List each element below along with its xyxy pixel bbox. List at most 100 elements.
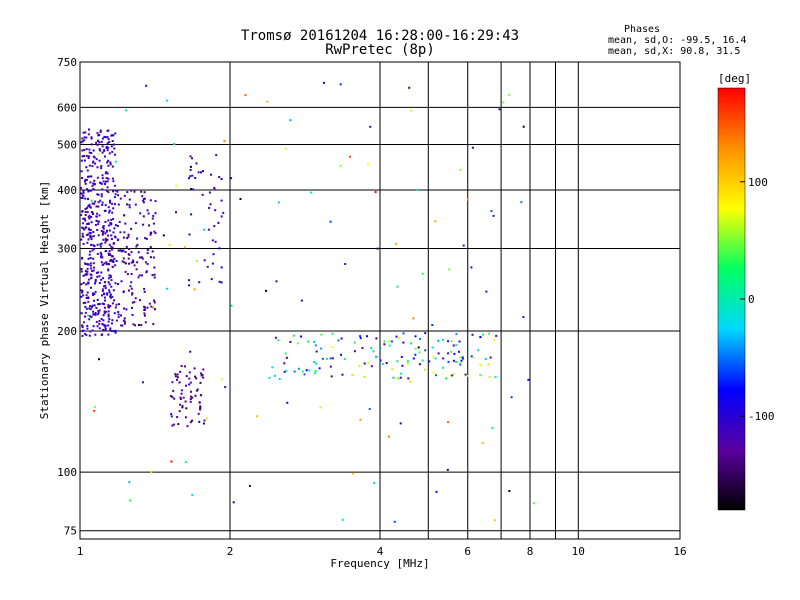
data-point [104,241,107,244]
data-point [90,143,93,146]
data-point [118,221,121,223]
data-point [448,268,451,271]
data-point [141,381,144,384]
data-point [353,341,356,344]
data-point [107,138,110,141]
data-point [129,285,132,288]
data-point [93,304,96,307]
data-point [91,306,93,309]
data-point [198,281,201,284]
data-point [112,207,115,210]
data-point [115,303,118,306]
data-point [88,164,91,167]
data-point [379,359,382,362]
data-point [103,296,106,299]
data-point [101,290,104,293]
data-point [424,332,427,335]
data-point [153,230,156,233]
data-point [99,243,102,246]
data-point [115,260,118,262]
data-point [321,357,324,360]
data-point [82,301,85,304]
data-point [81,196,84,199]
data-point [488,375,491,378]
data-point [80,268,83,270]
data-point [96,229,99,231]
data-point [148,224,151,227]
data-point [112,261,115,263]
data-point [300,335,302,338]
data-point [180,392,183,395]
data-point [222,211,225,214]
data-point [176,376,179,379]
data-point [392,376,395,379]
data-point [171,424,174,427]
data-point [84,180,86,183]
data-point [104,136,107,139]
data-point [85,272,88,275]
data-point [86,270,89,273]
data-point [88,278,91,281]
data-point [98,303,101,305]
data-point [109,161,112,164]
data-point [96,298,99,301]
data-point [84,159,86,162]
data-point [112,259,114,262]
data-point [283,370,286,373]
data-point [150,470,153,473]
data-point [87,314,90,317]
data-point [125,109,128,112]
data-point [479,336,482,339]
data-point [115,319,118,322]
data-point [101,137,104,140]
data-point [451,374,454,377]
data-point [211,239,214,242]
data-point [110,238,113,240]
data-point [144,261,147,264]
data-point [136,243,139,246]
data-point [114,203,116,206]
data-point [96,176,99,179]
data-point [81,290,84,293]
data-point [220,378,223,381]
data-point [186,425,189,428]
data-point [108,209,111,212]
data-point [100,254,103,257]
data-point [87,296,90,299]
data-point [284,147,287,150]
data-point [84,214,87,216]
data-point [408,380,411,383]
data-point [81,149,84,152]
data-point [106,161,109,164]
data-point [285,356,288,359]
data-point [90,136,93,139]
data-point [107,304,110,307]
data-point [351,374,354,376]
data-point [98,148,101,151]
data-point [113,227,116,230]
data-point [387,435,390,438]
data-point [113,242,115,245]
data-point [370,365,373,368]
data-point [206,265,209,268]
data-point [96,166,99,169]
data-point [178,410,181,413]
data-point [192,188,195,191]
data-point [202,422,205,425]
data-point [174,373,177,376]
data-point [108,289,111,292]
data-point [195,260,198,263]
data-point [80,283,83,286]
data-point [147,212,150,215]
data-point [421,359,424,362]
data-point [121,260,124,263]
data-point [102,314,105,317]
data-point [90,243,92,246]
data-point [340,353,342,356]
data-point [91,249,94,252]
data-point [93,247,96,250]
data-point [458,350,460,353]
data-point [109,327,112,330]
colorbar-label: [deg] [718,72,751,85]
data-point [95,306,98,309]
